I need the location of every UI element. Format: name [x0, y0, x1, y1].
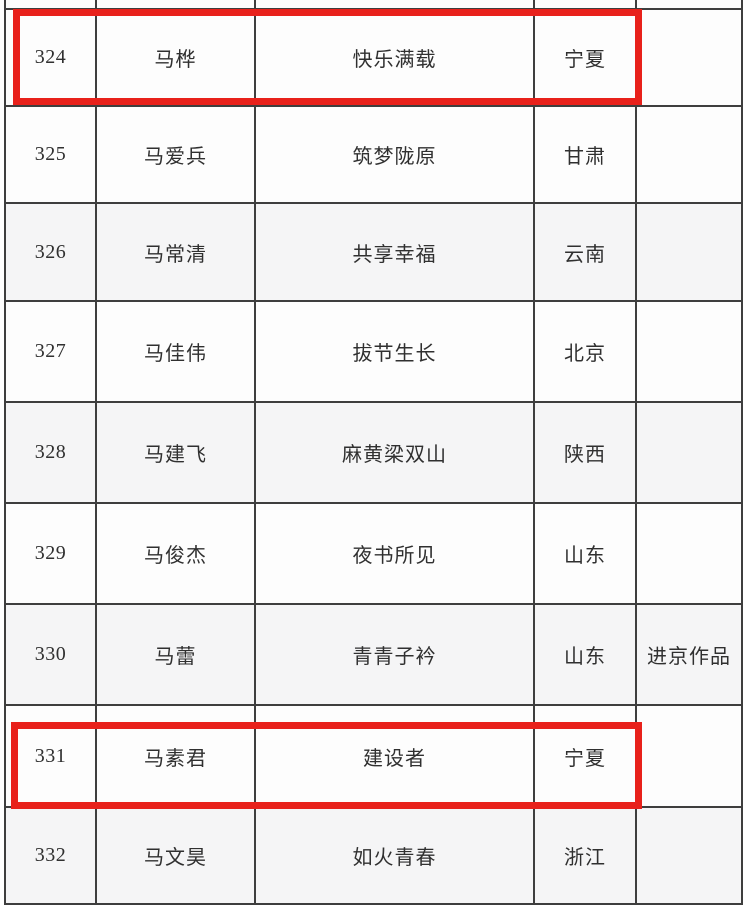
cell-title-327: 拔节生长 [256, 302, 533, 401]
cell-name-325: 马爱兵 [97, 107, 254, 202]
cell-note-331 [637, 706, 741, 806]
cell-number-325: 325 [6, 107, 95, 202]
cell-note-330: 进京作品 [637, 605, 741, 704]
cell-title-332: 如火青春 [256, 808, 533, 903]
partial-top-row-cell [637, 0, 741, 8]
cell-province-324: 宁夏 [535, 10, 635, 105]
cell-number-327: 327 [6, 302, 95, 401]
cell-province-326: 云南 [535, 204, 635, 300]
cell-number-328: 328 [6, 403, 95, 502]
cell-province-332: 浙江 [535, 808, 635, 903]
cell-province-329: 山东 [535, 504, 635, 603]
cell-note-329 [637, 504, 741, 603]
cell-name-326: 马常清 [97, 204, 254, 300]
cell-name-330: 马蕾 [97, 605, 254, 704]
cell-title-326: 共享幸福 [256, 204, 533, 300]
cell-province-327: 北京 [535, 302, 635, 401]
cell-name-329: 马俊杰 [97, 504, 254, 603]
cell-title-329: 夜书所见 [256, 504, 533, 603]
cell-title-324: 快乐满载 [256, 10, 533, 105]
cell-note-327 [637, 302, 741, 401]
cell-title-331: 建设者 [256, 706, 533, 806]
cell-province-325: 甘肃 [535, 107, 635, 202]
partial-top-row-cell [6, 0, 95, 8]
partial-top-row-cell [535, 0, 635, 8]
partial-top-row-cell [256, 0, 533, 8]
cell-name-327: 马佳伟 [97, 302, 254, 401]
cell-name-328: 马建飞 [97, 403, 254, 502]
cell-number-329: 329 [6, 504, 95, 603]
cell-note-324 [637, 10, 741, 105]
cell-name-324: 马桦 [97, 10, 254, 105]
entries-table: 324 马桦 快乐满载 宁夏 325 马爱兵 筑梦陇原 甘肃 326 马常清 共享幸福 云南 327 马佳… [4, 0, 743, 905]
cell-number-330: 330 [6, 605, 95, 704]
cell-number-332: 332 [6, 808, 95, 903]
cell-province-330: 山东 [535, 605, 635, 704]
cell-title-328: 麻黄梁双山 [256, 403, 533, 502]
cell-title-330: 青青子衿 [256, 605, 533, 704]
cell-note-332 [637, 808, 741, 903]
cell-number-326: 326 [6, 204, 95, 300]
cell-name-332: 马文昊 [97, 808, 254, 903]
cell-province-331: 宁夏 [535, 706, 635, 806]
cell-note-325 [637, 107, 741, 202]
cell-title-325: 筑梦陇原 [256, 107, 533, 202]
cell-province-328: 陕西 [535, 403, 635, 502]
cell-number-331: 331 [6, 706, 95, 806]
cell-number-324: 324 [6, 10, 95, 105]
partial-top-row-cell [97, 0, 254, 8]
cell-note-328 [637, 403, 741, 502]
cell-note-326 [637, 204, 741, 300]
cell-name-331: 马素君 [97, 706, 254, 806]
